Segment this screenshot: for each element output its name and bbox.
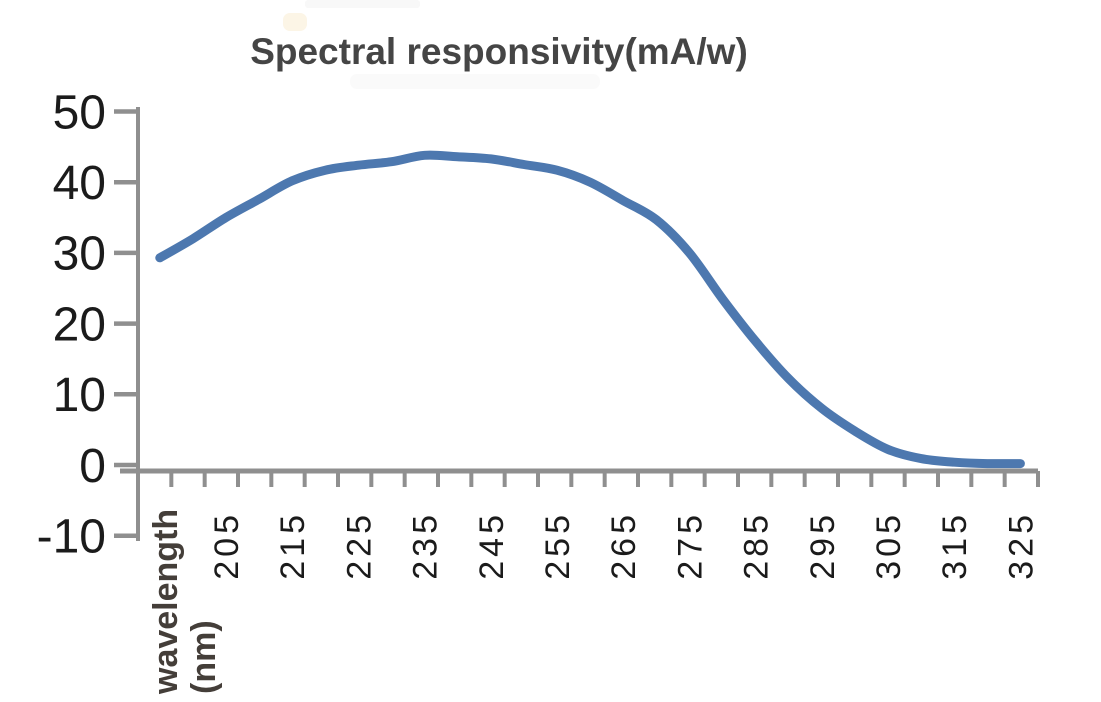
y-tick-label: 50 [53,86,106,139]
x-tick-label: 295 [804,511,842,580]
x-tick-label: 325 [1002,511,1040,580]
x-tick-label: 225 [340,511,378,580]
chart-title: Spectral responsivity(mA/w) [250,31,748,72]
x-tick-label: 305 [870,511,908,580]
y-tick-label: 40 [53,157,106,210]
x-tick-label: 285 [738,511,776,580]
x-axis-caption: (nm) [185,620,223,694]
x-tick-label: 205 [208,511,246,580]
x-axis-caption: wavelength [147,509,185,695]
x-tick-label: 215 [274,511,312,580]
responsivity-curve [155,150,1025,469]
x-tick-label: 265 [605,511,643,580]
y-tick-label: 30 [53,228,106,281]
x-tick-label: 255 [539,511,577,580]
y-tick-label: 0 [79,440,106,493]
y-tick-label: 20 [53,298,106,351]
x-tick-label: 315 [936,511,974,580]
x-tick-label: 275 [671,511,709,580]
x-tick-label: 235 [407,511,445,580]
y-tick-label: -10 [37,511,106,564]
y-tick-label: 10 [53,369,106,422]
x-tick-label: 245 [473,511,511,580]
